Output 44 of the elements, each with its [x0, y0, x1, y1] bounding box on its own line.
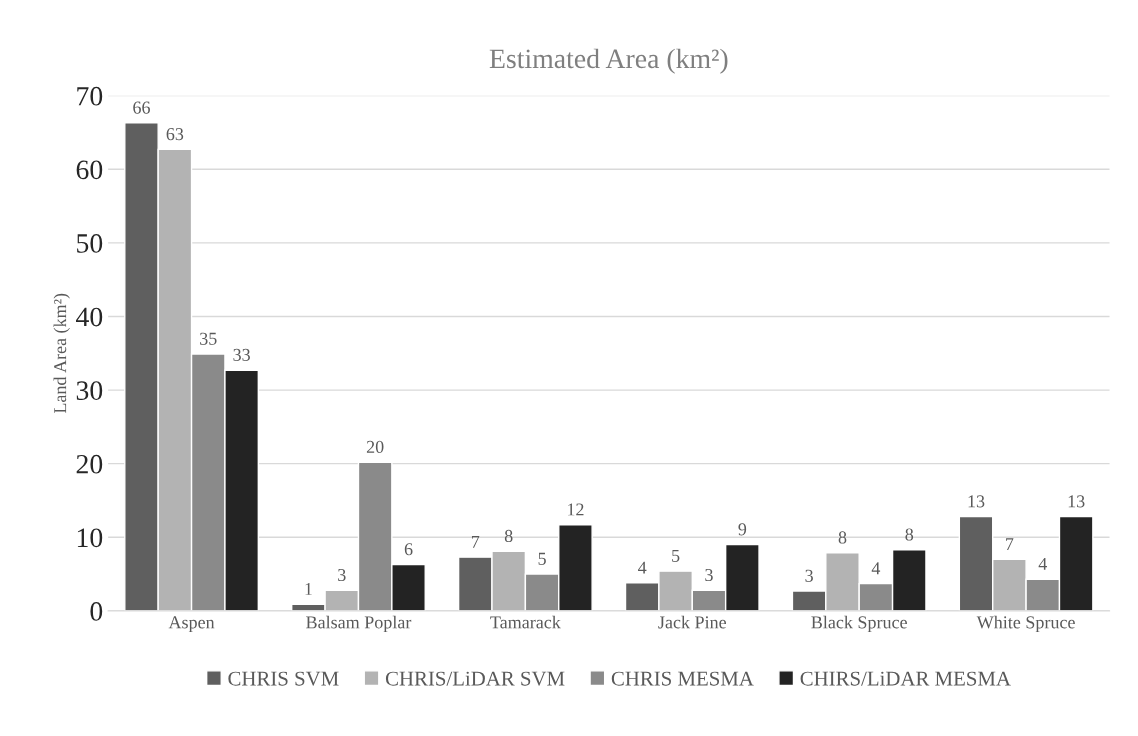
data-label: 13 [968, 495, 985, 508]
data-label: 5 [672, 549, 680, 562]
y-tick-label: 60 [76, 160, 103, 180]
data-label: 1 [305, 582, 312, 595]
data-label: 8 [504, 529, 513, 543]
data-label: 9 [738, 523, 747, 536]
data-label: 66 [133, 101, 150, 114]
data-label: 12 [568, 503, 584, 516]
legend-label: CHRIS/LiDAR SVM [385, 671, 565, 686]
legend-label: CHRIS SVM [228, 671, 339, 686]
x-tick-label: Tamarack [490, 615, 561, 629]
y-axis-title: Land Area (km²) [53, 293, 70, 414]
chart-title: Estimated Area (km²) [489, 48, 728, 74]
x-tick-label: Jack Pine [658, 615, 726, 629]
x-tick-label: White Spruce [976, 615, 1075, 633]
legend-label: CHIRS/LiDAR MESMA [800, 671, 1011, 686]
data-label: 4 [638, 561, 647, 574]
y-tick-label: 20 [76, 454, 103, 474]
y-tick-label: 70 [77, 86, 103, 106]
data-label: 6 [404, 543, 413, 556]
y-tick-label: 50 [77, 234, 103, 253]
data-label: 63 [166, 128, 184, 141]
data-label: 8 [905, 528, 914, 541]
data-label: 7 [471, 535, 480, 548]
y-tick-label: 0 [90, 602, 103, 621]
data-label: 3 [338, 568, 346, 582]
y-tick-label: 30 [76, 381, 103, 400]
x-tick-label: Black Spruce [811, 615, 907, 633]
data-label: 4 [871, 562, 881, 575]
data-label: 3 [705, 568, 713, 582]
data-label: 20 [366, 440, 384, 453]
y-tick-label: 40 [76, 307, 103, 327]
data-label: 7 [1006, 538, 1014, 550]
x-tick-label: Balsam Poplar [306, 615, 412, 633]
data-label: 8 [838, 531, 847, 544]
data-label: 3 [805, 569, 813, 582]
data-label: 33 [233, 348, 250, 361]
data-label: 35 [200, 332, 217, 345]
x-tick-label: Aspen [168, 616, 215, 633]
y-tick-label: 10 [77, 528, 103, 548]
legend-label: CHRIS MESMA [611, 671, 754, 686]
data-label: 13 [1068, 495, 1085, 508]
data-label: 5 [538, 552, 546, 565]
data-label: 4 [1038, 557, 1048, 570]
